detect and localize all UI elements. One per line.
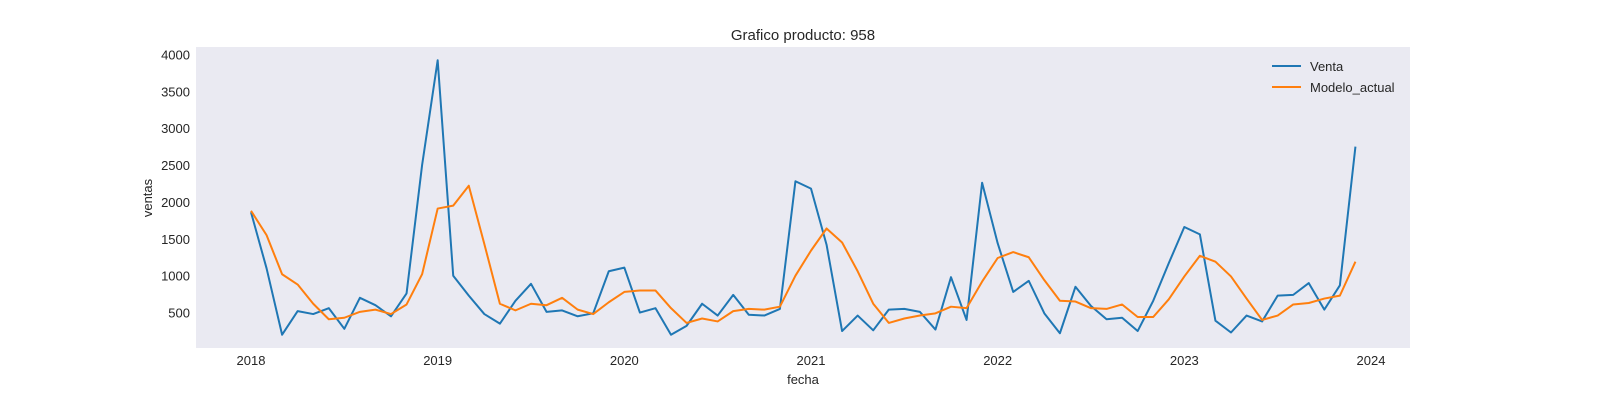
x-tick-label: 2021 — [797, 353, 826, 368]
y-tick-label: 500 — [168, 306, 190, 321]
y-tick-label: 4000 — [161, 47, 190, 62]
y-tick-label: 2500 — [161, 158, 190, 173]
x-tick-label: 2020 — [610, 353, 639, 368]
x-axis: 2018 2019 2020 2021 2022 2023 2024 — [237, 348, 1386, 368]
legend: Venta Modelo_actual — [1272, 59, 1395, 95]
plot-area — [196, 47, 1410, 348]
y-tick-label: 1500 — [161, 232, 190, 247]
y-tick-label: 2000 — [161, 195, 190, 210]
y-tick-label: 3000 — [161, 121, 190, 136]
x-tick-label: 2022 — [983, 353, 1012, 368]
series-line-modelo-actual — [250, 184, 1357, 324]
x-tick-label: 2019 — [423, 353, 452, 368]
y-axis-label: ventas — [140, 178, 155, 217]
series-lines — [250, 59, 1357, 336]
chart-title: Grafico producto: 958 — [731, 27, 875, 44]
series-line-venta — [250, 59, 1357, 336]
x-tick-label: 2024 — [1357, 353, 1386, 368]
legend-label: Modelo_actual — [1310, 80, 1395, 95]
y-tick-label: 1000 — [161, 269, 190, 284]
y-axis: 500 1000 1500 2000 2500 3000 3500 4000 — [161, 47, 190, 320]
y-tick-label: 3500 — [161, 84, 190, 99]
x-tick-label: 2023 — [1170, 353, 1199, 368]
x-axis-label: fecha — [787, 372, 820, 387]
legend-label: Venta — [1310, 59, 1344, 74]
x-tick-label: 2018 — [237, 353, 266, 368]
